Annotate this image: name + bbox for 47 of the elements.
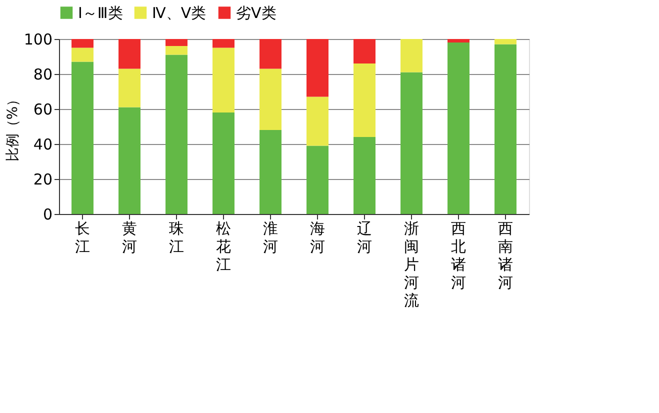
x-tick-label: 松花江 — [216, 220, 231, 274]
bar — [354, 64, 376, 137]
bar — [494, 39, 516, 44]
bar — [306, 39, 328, 97]
bar — [400, 72, 422, 214]
y-tick-label: 40 — [33, 136, 52, 154]
legend-label: 劣Ⅴ类 — [236, 4, 276, 22]
x-tick-label: 西北诸河 — [451, 220, 466, 292]
x-tick-label: 长江 — [75, 220, 90, 256]
x-tick-label: 海河 — [310, 220, 325, 256]
legend-label: Ⅳ、Ⅴ类 — [152, 4, 206, 22]
x-tick-label: 辽河 — [357, 220, 372, 256]
bar — [212, 39, 234, 48]
bar — [260, 39, 282, 69]
bar — [72, 48, 94, 62]
bar — [118, 39, 140, 69]
bar — [400, 39, 422, 72]
legend-label: Ⅰ～Ⅲ类 — [78, 4, 123, 22]
y-tick-label: 60 — [33, 100, 52, 118]
bar — [118, 107, 140, 214]
y-tick-label: 20 — [33, 170, 52, 188]
y-tick-label: 100 — [24, 30, 52, 48]
bar — [260, 130, 282, 214]
bar — [118, 68, 140, 108]
bar — [448, 42, 470, 214]
x-tick-label: 珠江 — [169, 220, 184, 256]
x-tick-label: 浙闽片河流 — [404, 220, 419, 310]
bar — [166, 54, 188, 214]
y-tick-label: 80 — [33, 66, 52, 84]
x-tick-label: 西南诸河 — [498, 220, 513, 292]
bar — [72, 39, 94, 48]
bar — [306, 146, 328, 214]
bar — [354, 137, 376, 214]
bar — [212, 112, 234, 214]
y-axis-title: 比例（%） — [4, 92, 21, 162]
y-tick-label: 0 — [42, 206, 52, 224]
x-tick-label: 黄河 — [122, 220, 137, 256]
bar — [212, 48, 234, 112]
x-tick-label: 淮河 — [263, 220, 278, 256]
bar — [166, 39, 188, 46]
bar — [166, 46, 188, 55]
bar — [448, 39, 470, 42]
bar — [494, 44, 516, 214]
bar — [306, 96, 328, 146]
bar — [72, 62, 94, 214]
bar — [354, 39, 376, 64]
bar — [260, 68, 282, 130]
